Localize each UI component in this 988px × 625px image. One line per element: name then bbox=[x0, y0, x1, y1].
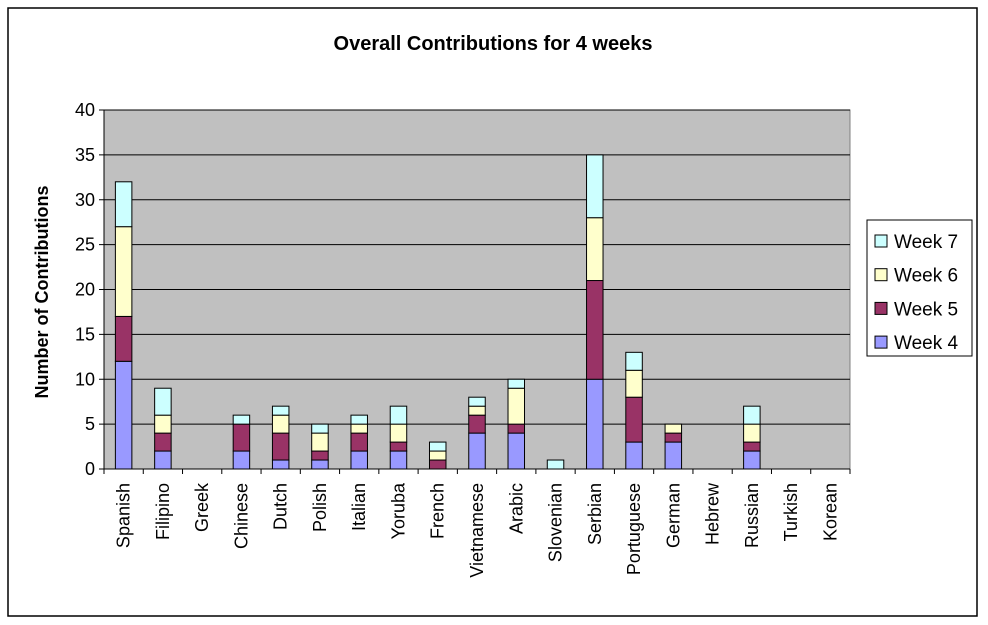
y-tick-label: 40 bbox=[75, 100, 95, 120]
bar-segment bbox=[271, 432, 290, 461]
bar-segment bbox=[468, 405, 486, 416]
y-axis-label: Number of Contributions bbox=[32, 186, 52, 399]
x-tick-label: Polish bbox=[310, 483, 330, 532]
x-tick-label: Spanish bbox=[114, 483, 134, 548]
bar-segment bbox=[154, 414, 172, 434]
legend-swatch bbox=[874, 268, 888, 282]
x-tick-label: Serbian bbox=[585, 483, 605, 545]
bar-segment bbox=[232, 414, 251, 425]
x-tick-label: Turkish bbox=[781, 483, 801, 541]
bar-segment bbox=[154, 450, 172, 470]
chart-title: Overall Contributions for 4 weeks bbox=[334, 33, 653, 55]
bar-segment bbox=[311, 459, 329, 470]
bar-segment bbox=[154, 432, 172, 452]
bar-segment bbox=[586, 154, 604, 219]
bar-segment bbox=[114, 226, 133, 317]
x-tick-label: Slovenian bbox=[546, 483, 566, 562]
legend-label: Week 7 bbox=[894, 232, 958, 253]
bar-segment bbox=[507, 378, 526, 389]
bar-segment bbox=[350, 414, 368, 425]
x-tick-label: Russian bbox=[742, 483, 762, 548]
bar-segment bbox=[546, 459, 565, 470]
bar-segment bbox=[428, 441, 447, 452]
y-tick-label: 30 bbox=[75, 190, 95, 210]
bar-segment bbox=[625, 351, 643, 371]
bar-segment bbox=[271, 459, 290, 470]
legend-label: Week 5 bbox=[894, 299, 958, 320]
x-tick-label: German bbox=[663, 483, 683, 548]
axes: 0 5 10 15 20 25 30 35 40 Spanish Filipino Greek Chin… bbox=[75, 100, 851, 578]
x-tick-label: French bbox=[428, 483, 448, 539]
bar-segment bbox=[664, 423, 683, 434]
x-tick-label: Filipino bbox=[153, 483, 173, 540]
legend-swatch bbox=[874, 301, 888, 315]
bar-segment bbox=[507, 423, 526, 434]
x-tick-label: Chinese bbox=[231, 483, 251, 549]
y-tick-label: 25 bbox=[75, 235, 95, 255]
bar-segment bbox=[586, 280, 604, 380]
y-tick-label: 15 bbox=[75, 324, 95, 344]
gridlines bbox=[104, 109, 850, 425]
bar-segment bbox=[389, 441, 408, 452]
bar-segment bbox=[743, 405, 761, 425]
y-tick-label: 20 bbox=[75, 280, 95, 300]
bar-segment bbox=[271, 405, 290, 416]
bar-segment bbox=[664, 441, 683, 470]
bar-segment bbox=[350, 423, 368, 434]
x-tick-label: Greek bbox=[192, 482, 212, 532]
bar-segment bbox=[625, 441, 643, 470]
bar-segment bbox=[232, 423, 251, 452]
legend: Week 7 Week 6 Week 5 Week 4 bbox=[866, 219, 973, 357]
x-tick-label: Yoruba bbox=[388, 482, 408, 539]
bar-segment bbox=[507, 432, 526, 470]
x-tick-label: Portuguese bbox=[624, 483, 644, 575]
bar-segment bbox=[389, 405, 408, 425]
legend-label: Week 6 bbox=[894, 266, 958, 287]
bar-segment bbox=[468, 414, 486, 434]
bar-segment bbox=[271, 414, 290, 434]
bar-segment bbox=[389, 423, 408, 443]
bar-segment bbox=[625, 369, 643, 398]
bar-segment bbox=[350, 450, 368, 470]
bar-segment bbox=[232, 450, 251, 470]
bar-segment bbox=[743, 423, 761, 443]
bar-segment bbox=[311, 423, 329, 434]
bar-segment bbox=[114, 181, 133, 228]
x-tick-label: Arabic bbox=[506, 483, 526, 534]
y-tick-label: 0 bbox=[85, 459, 95, 479]
bar-segment bbox=[389, 450, 408, 470]
bar-segment bbox=[625, 396, 643, 443]
bar-segment bbox=[154, 387, 172, 416]
legend-label: Week 4 bbox=[894, 333, 959, 354]
y-tick-label: 10 bbox=[75, 369, 95, 389]
bar-segment bbox=[311, 432, 329, 452]
bar-segment bbox=[507, 387, 526, 425]
bar-segment bbox=[468, 432, 486, 470]
x-tick-label: Hebrew bbox=[703, 482, 723, 545]
bar-segment bbox=[114, 315, 133, 362]
x-tick-label: Dutch bbox=[271, 483, 291, 530]
bar-segment bbox=[586, 217, 604, 282]
bar-segment bbox=[428, 450, 447, 461]
bar-segment bbox=[664, 432, 683, 443]
legend-swatch bbox=[874, 234, 888, 248]
y-tick-label: 35 bbox=[75, 145, 95, 165]
bar-segment bbox=[468, 396, 486, 407]
bar-segment bbox=[114, 360, 133, 470]
y-tick-label: 5 bbox=[85, 414, 95, 434]
x-tick-label: Italian bbox=[349, 483, 369, 531]
legend-swatch bbox=[874, 335, 888, 349]
bar-segment bbox=[350, 432, 368, 452]
bar-segment bbox=[743, 441, 761, 452]
bar-segment bbox=[586, 378, 604, 470]
bar-segment bbox=[428, 459, 447, 470]
bar-segment bbox=[743, 450, 761, 470]
x-tick-label: Vietnamese bbox=[467, 483, 487, 578]
x-tick-label: Korean bbox=[820, 483, 840, 541]
bar-segment bbox=[311, 450, 329, 461]
